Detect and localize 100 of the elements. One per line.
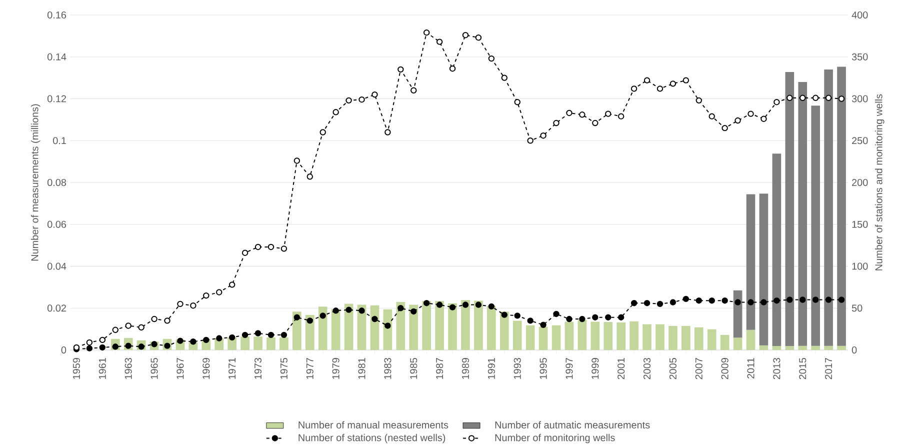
point: [579, 112, 586, 118]
x-tick-label: 1965: [150, 358, 158, 379]
bar: [280, 337, 288, 350]
y2-tick-label: 300: [852, 95, 868, 102]
point: [358, 308, 365, 314]
point: [825, 94, 832, 102]
bar: [409, 304, 418, 350]
bar: [642, 324, 652, 350]
bar: [668, 326, 678, 350]
bar: [422, 301, 431, 350]
bar: [526, 325, 535, 350]
point: [488, 303, 495, 310]
point: [294, 314, 300, 320]
bar: [720, 334, 730, 350]
x-tick-label: 2005: [669, 358, 676, 380]
bar: [824, 346, 833, 350]
bar: [733, 290, 742, 338]
bar: [811, 106, 820, 346]
bar: [461, 300, 470, 350]
point: [475, 34, 482, 41]
point: [722, 124, 728, 132]
point: [228, 334, 236, 341]
x-tick-label: 2017: [825, 358, 832, 380]
bar: [656, 324, 664, 350]
point: [708, 297, 715, 304]
bar: [837, 346, 846, 350]
point: [99, 344, 106, 351]
point: [605, 314, 612, 320]
x-tick-label: 1967: [176, 358, 184, 379]
y-tick-label: 0.12: [47, 95, 66, 102]
bar: [798, 346, 808, 350]
bar: [266, 337, 276, 350]
point: [332, 308, 339, 314]
point: [618, 314, 624, 320]
x-tick-label: 1989: [462, 358, 470, 379]
bar: [552, 325, 561, 350]
point: [294, 158, 300, 164]
point: [800, 94, 806, 102]
y2-tick-label: 0: [852, 346, 857, 354]
point: [501, 74, 508, 81]
point: [436, 38, 443, 45]
bar: [759, 345, 768, 350]
point: [125, 322, 132, 329]
point: [579, 316, 586, 322]
bar: [448, 303, 457, 350]
bar: [604, 322, 613, 350]
point: [774, 297, 780, 304]
point: [320, 312, 326, 319]
bar: [746, 194, 756, 330]
point: [630, 300, 638, 306]
point: [838, 296, 845, 303]
point: [449, 65, 456, 72]
point: [618, 113, 624, 120]
point: [592, 314, 598, 320]
y-tick-label: 0.16: [47, 11, 66, 19]
point: [748, 299, 754, 306]
point: [630, 86, 638, 92]
y2-tick-label: 400: [852, 11, 868, 19]
point: [540, 322, 546, 328]
x-tick-label: 2011: [747, 358, 754, 378]
y2-axis-title: Number of stations and monitoring wells: [874, 94, 884, 270]
bar: [682, 326, 690, 350]
y-tick-label: 0.04: [47, 262, 66, 270]
bar: [824, 69, 833, 346]
legend-label: Number of monitoring wells: [495, 434, 615, 444]
point: [190, 338, 196, 345]
point: [682, 296, 690, 302]
point: [449, 304, 456, 310]
point: [436, 302, 443, 308]
point: [398, 305, 404, 312]
legend-label: Number of manual measurements: [298, 421, 448, 428]
point: [475, 302, 482, 308]
point: [358, 96, 365, 103]
point: [670, 80, 676, 87]
bar: [630, 321, 638, 350]
bar: [694, 327, 704, 350]
point: [216, 335, 222, 342]
point: [656, 86, 664, 92]
y2-tick-label: 150: [852, 220, 868, 228]
bar: [616, 322, 626, 350]
point: [384, 129, 391, 136]
bar: [785, 346, 794, 350]
point: [372, 91, 378, 98]
y-tick-label: 0.02: [47, 304, 66, 312]
bar: [811, 346, 820, 350]
point: [372, 316, 378, 322]
point: [99, 336, 106, 344]
x-tick-label: 2007: [695, 358, 702, 380]
point: [540, 132, 546, 139]
point: [514, 312, 520, 319]
bar: [240, 336, 250, 350]
point: [423, 300, 430, 306]
x-tick-label: 1993: [514, 358, 521, 379]
bar: [344, 304, 354, 350]
bar: [837, 66, 846, 346]
point: [825, 296, 832, 303]
point: [254, 330, 262, 336]
point: [501, 312, 508, 318]
point: [748, 110, 754, 117]
point: [670, 299, 676, 306]
